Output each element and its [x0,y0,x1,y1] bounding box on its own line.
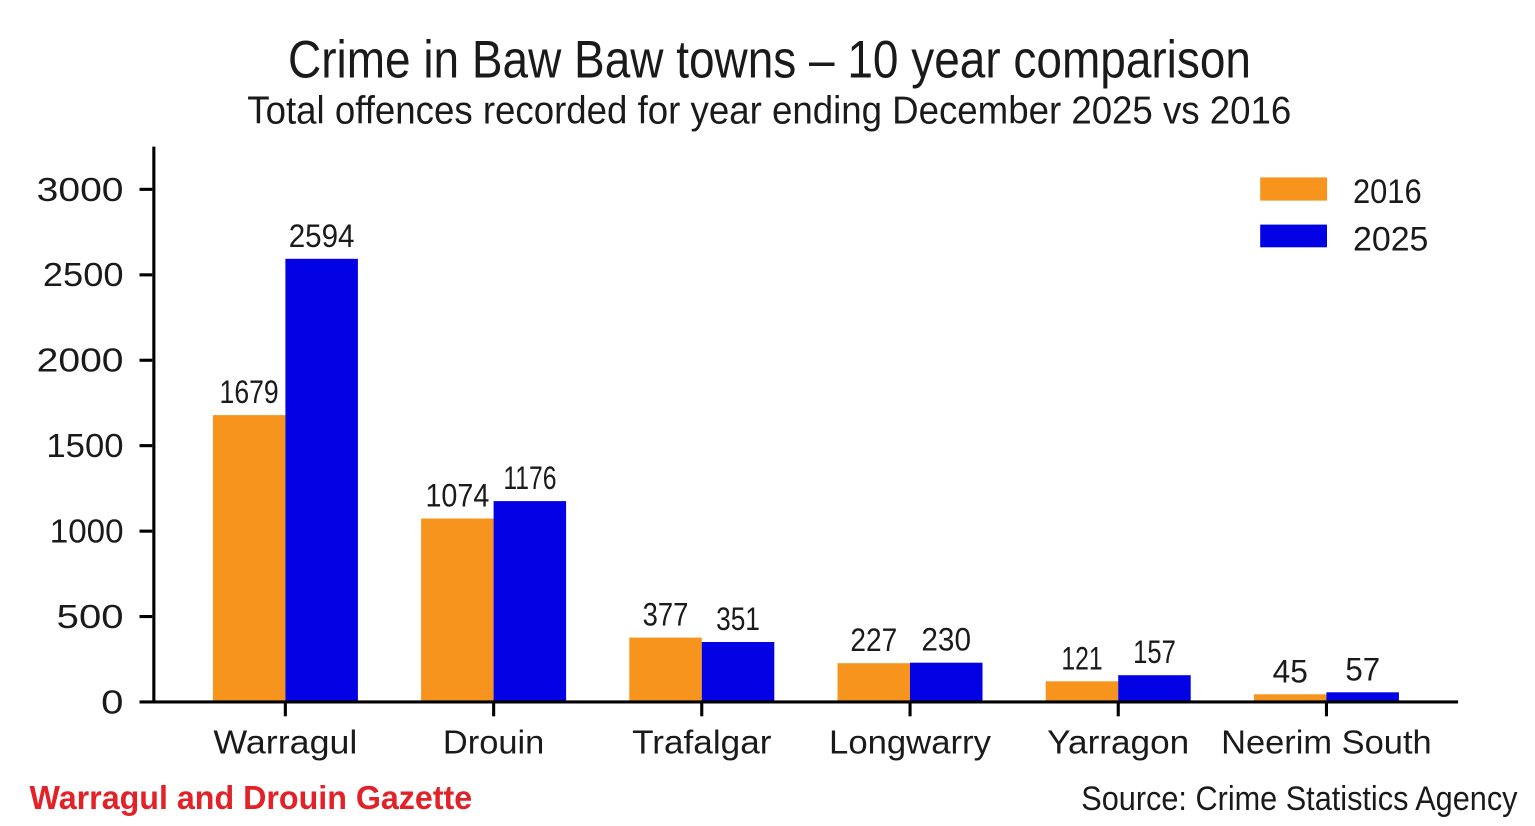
svg-text:1679: 1679 [220,374,279,410]
svg-text:1176: 1176 [503,460,556,496]
svg-text:377: 377 [643,597,689,633]
svg-text:1500: 1500 [46,428,123,465]
svg-text:3000: 3000 [37,172,124,209]
svg-text:0: 0 [101,684,123,721]
svg-text:Yarragon: Yarragon [1047,725,1189,762]
svg-text:2594: 2594 [289,218,355,254]
svg-text:2000: 2000 [37,343,124,380]
svg-text:500: 500 [57,599,124,636]
svg-text:227: 227 [850,622,897,658]
svg-text:2025: 2025 [1353,220,1428,258]
svg-text:Drouin: Drouin [443,725,544,762]
svg-text:351: 351 [716,601,760,637]
svg-text:Warragul and Drouin Gazette: Warragul and Drouin Gazette [30,780,473,817]
svg-text:121: 121 [1061,640,1102,676]
svg-text:157: 157 [1133,634,1176,670]
svg-text:Neerim South: Neerim South [1221,725,1432,762]
svg-text:2500: 2500 [43,257,124,294]
svg-text:Crime in Baw Baw towns – 10 ye: Crime in Baw Baw towns – 10 year compari… [288,31,1251,90]
svg-text:1000: 1000 [50,514,124,551]
svg-text:230: 230 [921,622,971,658]
svg-text:45: 45 [1273,653,1308,689]
svg-text:Longwarry: Longwarry [829,725,991,762]
svg-text:57: 57 [1345,651,1380,687]
svg-text:1074: 1074 [425,478,489,514]
svg-text:Total offences recorded for ye: Total offences recorded for year ending … [247,90,1291,133]
svg-text:Warragul: Warragul [213,725,357,762]
svg-text:Trafalgar: Trafalgar [632,725,771,762]
svg-text:2016: 2016 [1353,173,1422,211]
svg-text:Source: Crime Statistics Agenc: Source: Crime Statistics Agency [1081,780,1517,818]
